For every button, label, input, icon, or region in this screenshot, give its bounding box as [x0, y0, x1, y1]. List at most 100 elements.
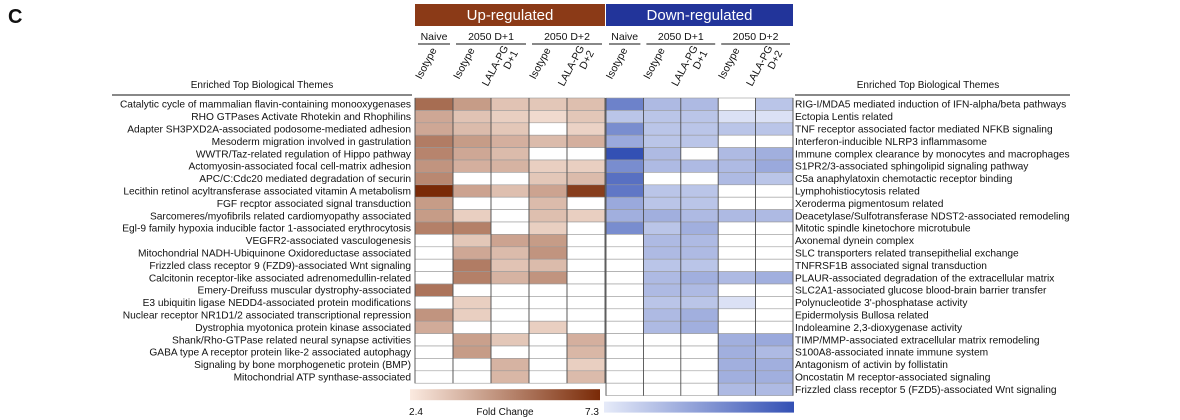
heatmap-cell [680, 172, 719, 186]
heatmap-cell [566, 159, 606, 173]
heatmap-cell [605, 296, 644, 310]
colorbar-max-label: 7.3 [585, 407, 599, 418]
heatmap-cell [755, 283, 794, 297]
column-label-line: Isotype [604, 46, 631, 82]
row-label: Oncostatin M receptor-associated signali… [795, 372, 991, 383]
row-label: Frizzled class receptor 9 (FZD9)-associa… [149, 261, 411, 272]
heatmap-cell [643, 345, 682, 359]
column-label: LALA-PGD+1 [480, 43, 521, 93]
heatmap-cell [414, 221, 454, 235]
heatmap-cell [452, 271, 492, 285]
heatmap-cell [452, 234, 492, 248]
column-label: Isotype [451, 46, 478, 82]
heatmap-cell [566, 283, 606, 297]
colorbar-title: Fold Change [476, 407, 534, 418]
row-label: Emery-Dreifuss muscular dystrophy-associ… [198, 286, 412, 297]
group-label: 2050 D+2 [733, 31, 779, 43]
heatmap-cell [490, 134, 530, 148]
heatmap-cell [566, 110, 606, 124]
column-label: Isotype [604, 46, 631, 82]
heatmap-cell [717, 209, 756, 223]
heatmap-cell [528, 110, 568, 124]
row-label: Signaling by bone morphogenetic protein … [194, 360, 411, 371]
heatmap-cell [490, 110, 530, 124]
row-label: RHO GTPases Activate Rhotekin and Rhophi… [191, 112, 411, 123]
heatmap-cell [452, 308, 492, 322]
heatmap-cell [755, 184, 794, 198]
heatmap-cell [755, 97, 794, 111]
heatmap-cell [566, 258, 606, 272]
column-label-line: Isotype [716, 46, 743, 82]
heatmap-cell [717, 110, 756, 124]
colorbar [410, 389, 600, 401]
heatmap-cell [414, 296, 454, 310]
heatmap-cell [755, 110, 794, 124]
row-label: Interferon-inducible NLRP3 inflammasome [795, 137, 987, 148]
heatmap-cell [680, 221, 719, 235]
heatmap-cell [755, 234, 794, 248]
heatmap-cell [528, 209, 568, 223]
row-label: C5a anaphylatoxin chemotactic receptor b… [795, 174, 1013, 185]
heatmap-cell [680, 209, 719, 223]
heatmap-cell [452, 221, 492, 235]
heatmap-cell [414, 147, 454, 161]
heatmap-cell [680, 97, 719, 111]
heatmap-cell [755, 358, 794, 372]
column-label-line: Isotype [527, 46, 554, 82]
heatmap-cell [717, 97, 756, 111]
heatmap-cell [643, 234, 682, 248]
row-label: APC/C:Cdc20 mediated degradation of secu… [199, 174, 411, 185]
heatmap-cell [717, 320, 756, 334]
heatmap-cell [452, 358, 492, 372]
heatmap-cell [452, 184, 492, 198]
heatmap-cell [643, 320, 682, 334]
heatmap-cell [566, 172, 606, 186]
heatmap-cell [414, 196, 454, 210]
heatmap-cell [566, 296, 606, 310]
heatmap-cell [414, 122, 454, 136]
heatmap-cell [605, 271, 644, 285]
heatmap-cell [643, 370, 682, 384]
column-label: Isotype [716, 46, 743, 82]
heatmap-cell [605, 134, 644, 148]
row-label: Egl-9 family hypoxia inducible factor 1-… [122, 224, 411, 235]
heatmap-cell [490, 172, 530, 186]
heatmap-cell [490, 147, 530, 161]
heatmap-cell [755, 296, 794, 310]
heatmap-cell [680, 358, 719, 372]
heatmap-cell [528, 159, 568, 173]
heatmap-cell [528, 122, 568, 136]
heatmap-cell [566, 134, 606, 148]
themes-title: Enriched Top Biological Themes [191, 80, 334, 91]
up-regulated-heatmap: Up-regulated Naive 2050 D+1 2050 D+2 Isotype… [112, 4, 606, 418]
heatmap-cell [755, 122, 794, 136]
heatmap-cell [528, 258, 568, 272]
heatmap-cell [490, 345, 530, 359]
row-label: Adapter SH3PXD2A-associated podosome-med… [127, 124, 411, 135]
panel-header-box [415, 4, 605, 26]
heatmap-cell [452, 122, 492, 136]
heatmap-cell [414, 246, 454, 260]
column-label-line: Isotype [413, 46, 440, 82]
heatmap-cell [717, 333, 756, 347]
heatmap-cell [528, 358, 568, 372]
heatmap-cell [680, 271, 719, 285]
heatmap-cell [528, 271, 568, 285]
row-label: Deacetylase/Sulfotransferase NDST2-assoc… [795, 211, 1070, 222]
heatmap-cell [680, 258, 719, 272]
heatmap-cell [452, 110, 492, 124]
group-label: Naive [421, 31, 448, 43]
heatmap-cell [414, 358, 454, 372]
heatmap-cell [452, 172, 492, 186]
heatmap-cell [528, 97, 568, 111]
heatmap-cell [414, 320, 454, 334]
heatmap-cell [755, 246, 794, 260]
heatmap-cell [490, 358, 530, 372]
heatmap-cell [452, 147, 492, 161]
heatmap-cell [680, 134, 719, 148]
group-label: Naive [611, 31, 638, 43]
heatmap-cell [566, 97, 606, 111]
heatmap-cell [605, 283, 644, 297]
heatmap-cell [717, 271, 756, 285]
heatmap-cell [755, 308, 794, 322]
